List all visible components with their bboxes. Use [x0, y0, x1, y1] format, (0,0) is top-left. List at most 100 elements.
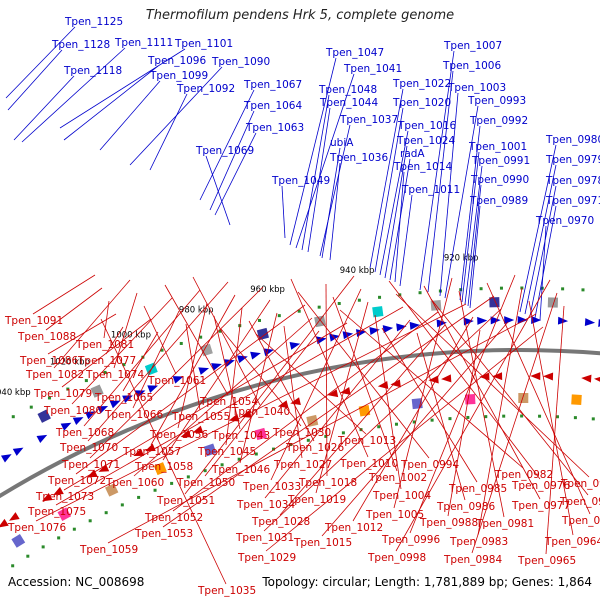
- reverse-leader-line: [132, 310, 180, 409]
- tick-mark-inner: [538, 414, 542, 418]
- forward-gene-label: Tpen_1024: [396, 135, 455, 147]
- forward-gene-arrow: [490, 316, 501, 325]
- forward-leader-line: [399, 194, 413, 287]
- tick-mark-inner: [448, 417, 452, 421]
- reverse-gene-arrow: [53, 486, 64, 496]
- reverse-leader-line: [107, 313, 537, 544]
- forward-gene-label: Tpen_0992: [469, 115, 528, 127]
- reverse-gene-label: Tpen_0988: [419, 517, 478, 529]
- reverse-gene-label: Tpen_0964: [544, 536, 600, 548]
- reverse-gene-label: Tpen_1004: [372, 490, 431, 502]
- tick-mark-inner: [153, 488, 157, 492]
- tick-mark-inner: [430, 418, 434, 422]
- forward-leader-line: [289, 57, 337, 246]
- forward-leader-line: [7, 49, 63, 111]
- tick-mark-inner: [72, 527, 76, 531]
- tick-mark-outer: [199, 335, 203, 339]
- tick-mark-inner: [573, 416, 577, 420]
- forward-leader-line: [59, 48, 186, 129]
- reverse-gene-label: Tpen_1002: [368, 472, 427, 484]
- reverse-gene-label: Tpen_0963: [561, 515, 600, 527]
- reverse-gene-label: Tpen_1046: [211, 464, 270, 476]
- reverse-gene-arrow: [492, 372, 503, 381]
- reverse-gene-arrow: [41, 492, 53, 502]
- reverse-gene-label: Tpen_0994: [400, 459, 459, 471]
- forward-gene-arrow: [237, 355, 248, 364]
- feature-block: [90, 384, 104, 398]
- reverse-gene-label: Tpen_0996: [381, 534, 440, 546]
- tick-mark-inner: [591, 417, 595, 421]
- tick-mark-inner: [88, 519, 92, 523]
- forward-leader-line: [379, 130, 409, 276]
- tick-mark-outer: [257, 318, 261, 322]
- reverse-gene-label: Tpen_0998: [367, 552, 426, 564]
- reverse-gene-arrow: [581, 374, 592, 383]
- forward-gene-label: Tpen_1049: [271, 175, 330, 187]
- feature-block: [57, 507, 72, 521]
- forward-gene-arrow: [36, 434, 48, 444]
- reverse-gene-label: Tpen_1074: [85, 369, 144, 381]
- tick-mark-inner: [254, 452, 258, 456]
- forward-leader-line: [459, 125, 481, 301]
- tick-mark-outer: [47, 396, 51, 400]
- forward-gene-label: Tpen_1063: [245, 122, 304, 134]
- tick-mark-inner: [11, 564, 15, 568]
- tick-mark-outer: [378, 295, 382, 299]
- tick-mark-outer: [561, 287, 565, 291]
- forward-leader-line: [427, 70, 454, 293]
- reverse-leader-line: [447, 329, 481, 517]
- reverse-gene-label: Tpen_1051: [156, 495, 215, 507]
- reverse-gene-label: Tpen_1029: [237, 552, 296, 564]
- forward-leader-line: [539, 225, 547, 321]
- reverse-leader-line: [63, 322, 348, 491]
- kbp-label: 1020 kbp: [50, 357, 90, 367]
- genome-backbone: [0, 348, 600, 499]
- forward-gene-arrow: [263, 348, 274, 357]
- tick-mark-inner: [484, 415, 488, 419]
- forward-gene-label: Tpen_1011: [401, 184, 460, 196]
- forward-leader-line: [281, 185, 286, 239]
- forward-gene-arrow: [396, 323, 407, 332]
- reverse-gene-label: Tpen_1076: [7, 522, 66, 534]
- forward-leader-line: [329, 162, 341, 261]
- reverse-gene-arrow: [133, 448, 145, 457]
- reverse-gene-label: Tpen_1077: [77, 355, 136, 367]
- reverse-leader-line: [486, 282, 591, 515]
- forward-leader-line: [529, 185, 557, 317]
- reverse-leader-line: [47, 313, 117, 355]
- reverse-leader-line: [32, 274, 96, 315]
- forward-leader-line: [205, 155, 231, 226]
- tick-mark-outer: [337, 301, 341, 305]
- tick-mark-outer: [103, 370, 107, 374]
- forward-leader-line: [307, 107, 331, 253]
- reverse-gene-arrow: [530, 372, 541, 381]
- reverse-leader-line: [83, 289, 201, 427]
- forward-gene-arrow: [250, 351, 261, 360]
- genome-summary-text: Topology: circular; Length: 1,781,889 bp…: [262, 575, 592, 589]
- tick-mark-inner: [104, 511, 108, 515]
- reverse-leader-line: [71, 297, 173, 405]
- tick-mark-outer: [297, 309, 301, 313]
- forward-gene-arrow: [84, 411, 96, 420]
- reverse-gene-label: Tpen_1061: [147, 375, 206, 387]
- tick-mark-outer: [122, 363, 126, 367]
- reverse-leader-line: [53, 279, 131, 369]
- forward-gene-label: Tpen_1111: [114, 37, 173, 49]
- reverse-gene-label: Tpen_1082: [25, 369, 84, 381]
- map-title: Thermofilum pendens Hrk 5, complete geno…: [145, 8, 455, 23]
- tick-mark-inner: [120, 503, 124, 507]
- forward-gene-label: Tpen_0970: [535, 215, 594, 227]
- reverse-leader-line: [89, 286, 264, 459]
- forward-leader-line: [374, 107, 404, 273]
- forward-gene-label: Tpen_1125: [64, 16, 123, 28]
- reverse-leader-line: [192, 276, 261, 406]
- reverse-gene-label: Tpen_1035: [197, 585, 256, 597]
- reverse-gene-arrow: [543, 372, 554, 381]
- forward-leader-line: [524, 164, 557, 315]
- feature-block: [372, 306, 384, 318]
- reverse-leader-line: [352, 316, 474, 522]
- forward-gene-arrow: [172, 376, 184, 384]
- tick-mark-inner: [203, 469, 207, 473]
- forward-gene-label: Tpen_1092: [176, 83, 235, 95]
